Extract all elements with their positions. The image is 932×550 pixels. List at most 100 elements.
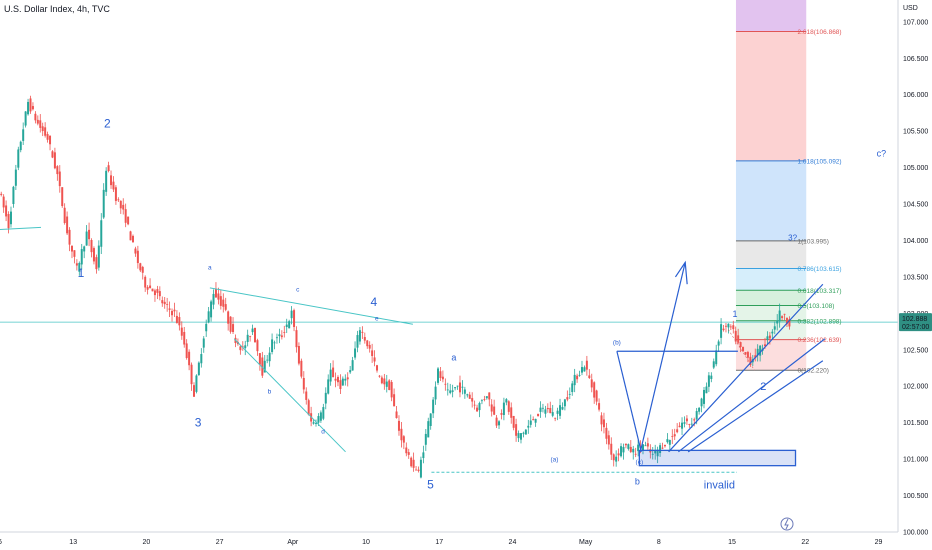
candle-body	[444, 384, 446, 385]
y-tick-label-4: 102.000	[903, 384, 928, 391]
candle-body	[356, 335, 358, 348]
candle-body	[88, 230, 90, 239]
candle-body	[191, 365, 193, 384]
candle-body	[581, 367, 583, 373]
candle-body	[169, 308, 171, 309]
candle-body	[339, 380, 341, 389]
candle-body	[544, 409, 546, 413]
candle-body	[647, 443, 649, 446]
candle-body	[203, 338, 205, 347]
wedge-lower-line	[234, 339, 345, 452]
candle-body	[322, 407, 324, 419]
candle-body	[664, 445, 666, 446]
candle-body	[381, 378, 383, 384]
candle-body	[5, 205, 7, 216]
candle-body	[698, 408, 700, 412]
candle-body	[471, 398, 473, 401]
candle-body	[25, 111, 27, 125]
x-tick-label-7: 24	[509, 539, 517, 546]
candle-body	[586, 361, 588, 370]
candle-body	[513, 416, 515, 428]
candle-body	[530, 421, 532, 425]
candle-body	[618, 453, 620, 455]
candle-body	[288, 321, 290, 328]
candle-body	[569, 394, 571, 395]
y-tick-label-5: 102.500	[903, 347, 928, 354]
candle-body	[83, 246, 85, 251]
candle-body	[115, 187, 117, 201]
candle-body	[635, 454, 637, 455]
candle-body	[361, 332, 363, 333]
candle-body	[727, 324, 729, 328]
candle-body	[366, 340, 368, 346]
candle-body	[708, 375, 710, 386]
candle-body	[161, 300, 163, 303]
candle-body	[352, 360, 354, 370]
candle-body	[8, 214, 10, 228]
candle-body	[542, 408, 544, 409]
candle-body	[461, 387, 463, 388]
candle-body	[188, 352, 190, 365]
sub-wave-label-4: e	[375, 316, 379, 323]
candle-body	[320, 412, 322, 420]
candle-body	[198, 363, 200, 375]
candle-body	[571, 383, 573, 392]
candle-body	[476, 408, 478, 412]
candle-body	[427, 421, 429, 437]
candle-body	[349, 370, 351, 372]
lightning-icon	[781, 518, 793, 530]
y-tick-label-8: 104.000	[903, 238, 928, 245]
candle-body	[469, 395, 471, 399]
candle-body	[210, 301, 212, 317]
wave-label-9: 3?	[788, 233, 797, 242]
y-tick-label-9: 104.500	[903, 202, 928, 209]
candle-body	[630, 447, 632, 452]
candle-body	[403, 436, 405, 442]
candle-body	[527, 426, 529, 428]
candle-body	[271, 339, 273, 352]
candle-body	[603, 419, 605, 427]
candle-body	[276, 337, 278, 338]
candle-body	[274, 342, 276, 343]
candle-body	[337, 377, 339, 382]
candle-body	[37, 120, 39, 124]
candle-body	[598, 403, 600, 410]
candle-body	[710, 376, 712, 379]
candle-body	[601, 415, 603, 424]
candle-body	[149, 286, 151, 288]
fib-zone-7	[736, 321, 806, 340]
fib-level-label-1: 1.618(105.092)	[798, 158, 842, 165]
candle-body	[437, 368, 439, 382]
fib-zone-2	[736, 161, 806, 241]
candle-body	[759, 346, 761, 356]
x-tick-label-10: 15	[728, 539, 736, 546]
wave-label-11: invalid	[704, 479, 735, 491]
candle-body	[183, 332, 185, 345]
candle-body	[481, 400, 483, 401]
candle-body	[383, 379, 385, 385]
candle-body	[10, 212, 12, 225]
candle-body	[354, 348, 356, 357]
candle-body	[674, 434, 676, 436]
x-tick-label-8: May	[579, 539, 593, 546]
candle-body	[627, 444, 629, 449]
candle-body	[254, 328, 256, 342]
wave-label-1: 1	[78, 266, 85, 280]
candle-body	[413, 460, 415, 468]
candle-body	[303, 378, 305, 389]
candle-body	[435, 387, 437, 400]
candle-body	[686, 419, 688, 422]
candle-body	[247, 335, 249, 342]
candle-body	[622, 447, 624, 452]
candle-body	[39, 120, 41, 128]
candle-body	[705, 387, 707, 394]
candle-body	[335, 379, 337, 381]
candle-body	[732, 325, 734, 329]
candle-body	[132, 236, 134, 242]
candle-body	[71, 246, 73, 252]
candle-body	[537, 414, 539, 416]
candle-body	[100, 220, 102, 246]
candle-body	[156, 289, 158, 293]
candle-body	[620, 446, 622, 456]
